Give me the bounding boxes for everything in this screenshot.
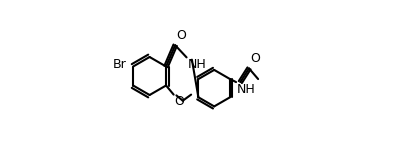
Text: O: O <box>174 95 184 108</box>
Text: O: O <box>177 29 187 42</box>
Text: O: O <box>250 52 260 65</box>
Text: NH: NH <box>237 83 256 96</box>
Text: Br: Br <box>113 59 126 71</box>
Text: NH: NH <box>187 58 206 71</box>
